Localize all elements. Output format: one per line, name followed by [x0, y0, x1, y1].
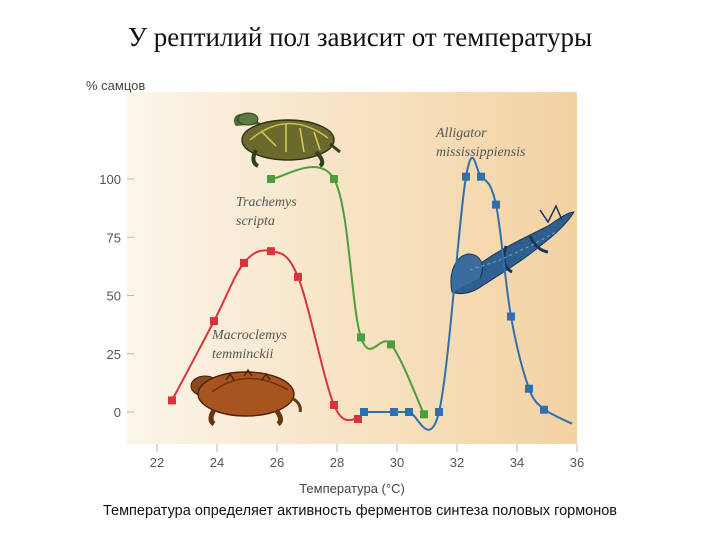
- y-tick-label: 0: [114, 405, 121, 420]
- data-point: [405, 408, 413, 416]
- data-point: [240, 258, 248, 267]
- data-point: [420, 410, 428, 419]
- x-tick-label: 36: [570, 455, 584, 470]
- data-point: [435, 408, 443, 416]
- data-point: [267, 247, 275, 256]
- x-tick-label: 30: [390, 455, 404, 470]
- data-point: [507, 312, 515, 321]
- data-point: [357, 333, 365, 342]
- x-tick-label: 26: [270, 455, 284, 470]
- y-tick-label: 50: [107, 289, 121, 304]
- data-point: [360, 408, 368, 416]
- data-point: [387, 340, 395, 349]
- x-tick-label: 24: [210, 455, 224, 470]
- y-axis-label: % самцов: [86, 78, 145, 93]
- data-point: [267, 175, 275, 183]
- data-point: [330, 401, 338, 409]
- slide-title: У рептилий пол зависит от температуры: [127, 22, 593, 52]
- turtle-icon: [233, 112, 341, 168]
- chart: % самцов Температура (°C) 0 25 50 75 100 22 2…: [86, 78, 584, 496]
- series-name-alligator-2: mississippiensis: [436, 145, 526, 160]
- data-point: [462, 172, 470, 181]
- data-point: [210, 317, 218, 326]
- x-axis-label: Температура (°C): [299, 481, 405, 496]
- x-tick-label: 22: [150, 455, 164, 470]
- data-point: [354, 415, 362, 423]
- y-tick-label: 75: [107, 230, 121, 245]
- data-point: [294, 272, 302, 281]
- data-point: [492, 200, 500, 209]
- data-point: [168, 396, 176, 405]
- x-tick-label: 34: [510, 455, 524, 470]
- snapping-turtle-icon: [190, 368, 302, 427]
- series-name-macroclemys-temminckii-2: temminckii: [212, 347, 274, 362]
- series-name-macroclemys-temminckii: Macroclemys: [211, 328, 287, 343]
- data-point: [390, 408, 398, 416]
- series-name-trachemys-scripta-2: scripta: [236, 214, 275, 229]
- data-point: [525, 384, 533, 393]
- data-point: [540, 405, 548, 414]
- slide-caption: Температура определяет активность фермен…: [102, 503, 618, 519]
- x-tick-label: 28: [330, 455, 344, 470]
- y-tick-label: 100: [99, 172, 121, 187]
- series-line: [270, 166, 425, 415]
- series-name-alligator: Alligator: [435, 126, 487, 141]
- y-tick-label: 25: [107, 347, 121, 362]
- series-name-trachemys-scripta: Trachemys: [236, 195, 297, 210]
- x-tick-label: 32: [450, 455, 464, 470]
- data-point: [330, 175, 338, 183]
- data-point: [477, 172, 485, 181]
